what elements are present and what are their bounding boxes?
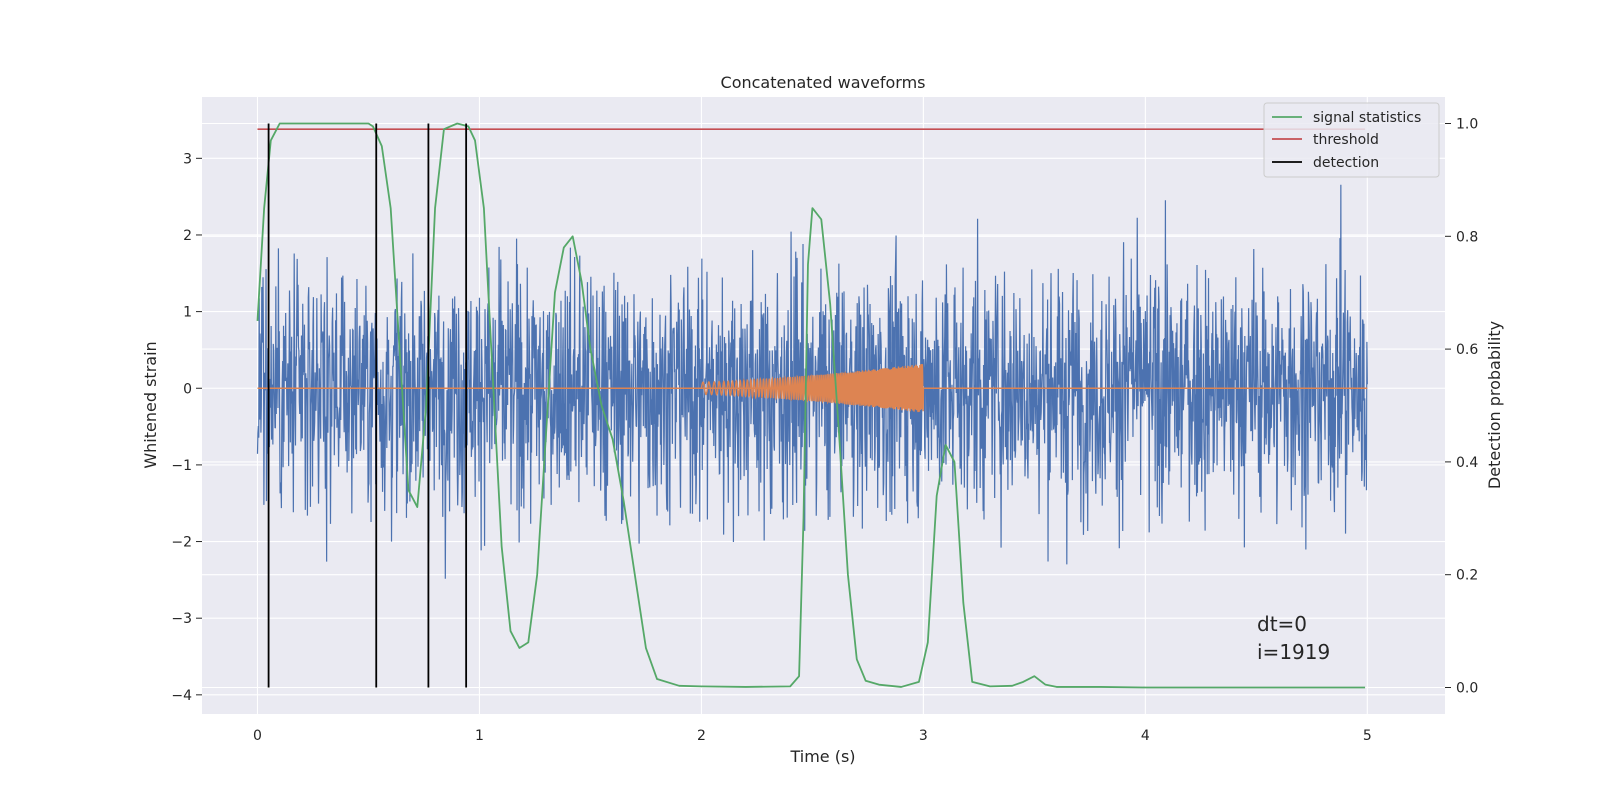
y2-tick-label: 0.4: [1456, 455, 1478, 471]
annotation-i: i=1919: [1257, 640, 1330, 664]
y-axis-label: Whitened strain: [141, 341, 160, 468]
y2-tick-label: 0.8: [1456, 229, 1478, 245]
x-tick-label: 1: [475, 728, 484, 744]
x-tick-label: 2: [697, 728, 706, 744]
chart-title: Concatenated waveforms: [721, 73, 926, 92]
y-tick-label: −2: [171, 535, 192, 551]
legend: signal statistics threshold detection: [1263, 102, 1440, 178]
y2-tick-label: 1.0: [1456, 117, 1478, 133]
signal-statistics-series: [256, 122, 1366, 689]
y2-tick-label: 0.6: [1456, 342, 1478, 358]
y-tick-label: 0: [183, 381, 192, 397]
y-tick-label: 3: [183, 151, 192, 167]
y-tick-label: −4: [171, 688, 192, 704]
y2-tick-label: 0.0: [1456, 680, 1478, 696]
y2-tick-label: 0.2: [1456, 568, 1478, 584]
x-tick-label: 4: [1141, 728, 1150, 744]
annotation-dt: dt=0: [1257, 612, 1307, 636]
y-tick-label: −3: [171, 611, 192, 627]
x-tick-label: 0: [253, 728, 262, 744]
tick-labels: 0 1 2 3 4 5 −4 −3 −2 −1 0 1 2 3 0.0 0.2 0.4 0.6 0.8 1.0: [171, 117, 1478, 744]
x-axis-label: Time (s): [789, 747, 855, 766]
legend-label-threshold: threshold: [1313, 132, 1379, 148]
legend-label-detection: detection: [1313, 155, 1379, 171]
y-tick-label: 2: [183, 228, 192, 244]
strain-series: [256, 184, 1368, 579]
y-tick-label: −1: [171, 458, 192, 474]
y-tick-label: 1: [183, 305, 192, 321]
injection-series: [700, 363, 925, 413]
x-tick-label: 5: [1363, 728, 1372, 744]
y2-axis-label: Detection probability: [1485, 321, 1504, 489]
legend-label-signal-statistics: signal statistics: [1313, 110, 1421, 126]
x-tick-label: 3: [919, 728, 928, 744]
legend-box: [1263, 102, 1440, 178]
data-layer: [256, 122, 1368, 689]
